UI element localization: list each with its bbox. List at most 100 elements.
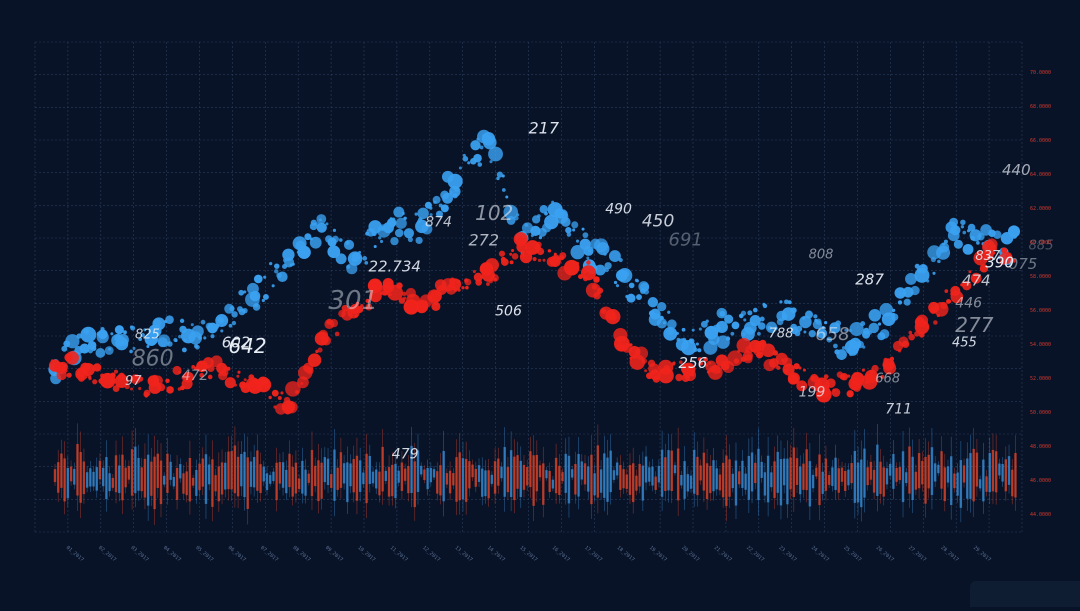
red-bubble [137, 376, 144, 382]
blue-bubble [489, 160, 493, 164]
red-bubble [224, 377, 236, 389]
volume-bar [256, 450, 259, 491]
volume-bar [738, 471, 741, 485]
blue-bubble [393, 206, 405, 218]
volume-bar [101, 467, 105, 487]
blue-bubble [200, 319, 206, 325]
volume-bar [73, 468, 76, 485]
volume-bar [118, 465, 121, 494]
red-bubble-anchor [882, 358, 895, 371]
volume-bar [500, 466, 503, 479]
volume-bar [844, 470, 847, 492]
volume-bar [686, 474, 690, 492]
blue-bubble [197, 335, 202, 340]
red-bubble-anchor [681, 362, 696, 377]
volume-bar [150, 461, 153, 496]
volume-bar [757, 448, 760, 501]
red-bubble [130, 374, 141, 385]
blue-bubble-anchor [249, 290, 261, 302]
blue-bubble [571, 221, 579, 229]
blue-bubble [544, 211, 548, 216]
volume-bar [721, 462, 725, 498]
blue-bubble [727, 337, 731, 341]
blue-bubble [662, 321, 666, 325]
blue-bubble [470, 140, 481, 151]
floating-number: 440 [1002, 161, 1031, 179]
volume-bar [95, 467, 98, 491]
volume-bar [612, 470, 616, 480]
blue-bubble [743, 318, 747, 322]
blue-bubble [269, 261, 273, 266]
red-bubble [861, 368, 865, 372]
red-bubble [832, 388, 836, 392]
red-bubble [846, 390, 854, 398]
blue-bubble [759, 316, 765, 322]
blue-bubble [626, 293, 636, 303]
volume-bar [432, 469, 436, 478]
red-bubble [143, 389, 151, 397]
volume-bar [201, 458, 204, 487]
floating-number: 390 [985, 254, 1014, 272]
volume-bar [172, 476, 176, 487]
volume-bar [638, 463, 641, 487]
blue-bubble [433, 200, 437, 204]
volume-bar [326, 458, 330, 486]
blue-bubble [977, 233, 985, 241]
red-bubble [962, 281, 972, 291]
blue-bubble [220, 329, 224, 333]
blue-bubble [373, 244, 377, 249]
blue-bubble [787, 300, 792, 305]
red-bubble [537, 258, 542, 262]
volume-bar [850, 463, 853, 484]
floating-number: 837 [975, 249, 1001, 264]
floating-number: 808 [809, 248, 834, 263]
blue-bubble [415, 236, 423, 245]
blue-bubble [747, 310, 753, 316]
volume-bar [506, 467, 510, 493]
blue-bubble [860, 321, 866, 327]
red-bubble [993, 246, 998, 251]
red-bubble [776, 365, 781, 370]
volume-bar [368, 455, 371, 485]
volume-bar [750, 452, 754, 492]
volume-bar [442, 450, 445, 502]
blue-bubble [575, 239, 580, 243]
red-bubble [936, 313, 940, 318]
blue-bubble-anchor [80, 326, 97, 343]
volume-bar [445, 473, 449, 485]
blue-bubble [167, 341, 173, 347]
blue-bubble-anchor [749, 314, 761, 327]
blue-bubble [231, 311, 238, 318]
volume-bar [252, 456, 256, 488]
volume-bar [943, 467, 946, 502]
blue-bubble [403, 228, 415, 239]
volume-bar [895, 467, 898, 482]
volume-bar [130, 449, 134, 496]
volume-bar [908, 446, 911, 494]
blue-bubble [976, 240, 980, 245]
red-bubble [586, 260, 591, 265]
volume-bar [146, 454, 150, 506]
red-bubble [334, 331, 340, 337]
volume-bar [217, 466, 221, 502]
volume-bar [670, 450, 673, 491]
volume-bar [468, 461, 471, 489]
blue-bubble [849, 321, 864, 337]
volume-bar [988, 453, 991, 493]
blue-bubble [731, 321, 740, 330]
volume-bar [680, 475, 683, 486]
blue-bubble [596, 242, 610, 256]
blue-bubble [868, 309, 882, 322]
volume-bar [301, 460, 304, 494]
blue-bubble [130, 325, 136, 331]
red-bubble-anchor [314, 331, 329, 346]
red-bubble [573, 268, 578, 274]
blue-bubble [757, 322, 766, 330]
volume-bar [577, 454, 580, 497]
volume-bar [651, 466, 654, 486]
blue-bubble [254, 303, 259, 308]
volume-bar [937, 464, 940, 474]
red-bubble-anchor [281, 400, 296, 414]
volume-bar [522, 464, 526, 490]
floating-number: 711 [885, 401, 912, 417]
